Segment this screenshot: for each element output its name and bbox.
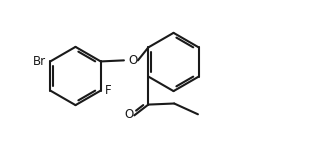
Text: F: F [105,84,112,97]
Text: Br: Br [33,55,46,68]
Text: O: O [128,54,137,67]
Text: O: O [124,108,134,121]
